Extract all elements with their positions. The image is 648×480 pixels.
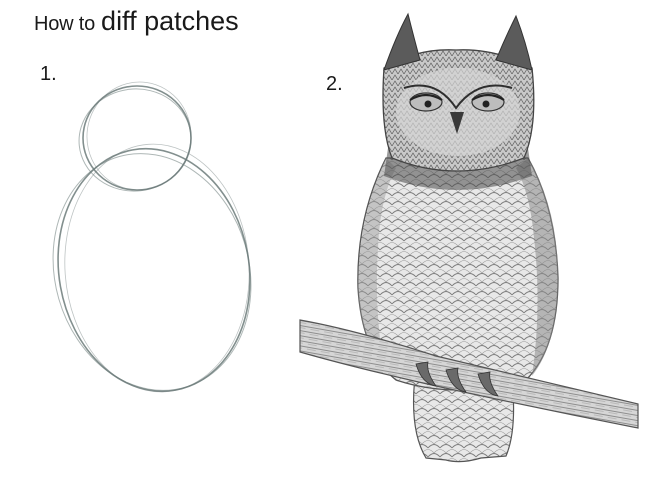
head-circle-stroke xyxy=(78,88,192,192)
owl-wing-right xyxy=(516,158,558,376)
head-circle-stroke xyxy=(86,81,192,191)
title-subject: diff patches xyxy=(101,6,239,36)
step-1-circles-sketch xyxy=(52,81,252,393)
owl-beak xyxy=(450,112,464,134)
body-oval-stroke xyxy=(52,153,252,391)
step-2-owl-illustration xyxy=(299,12,639,463)
owl-ear-tuft-left xyxy=(383,12,421,71)
owl-brow xyxy=(403,84,513,110)
owl-ear-tuft-right xyxy=(495,14,533,71)
branch xyxy=(299,319,639,429)
meme-title: How to diff patches xyxy=(34,8,239,35)
step-1-number: 1. xyxy=(40,63,57,85)
owl-eyes xyxy=(409,92,505,112)
title-prefix: How to xyxy=(34,13,96,35)
body-oval-stroke xyxy=(64,143,250,393)
owl-wing-left xyxy=(358,158,396,368)
body-oval-stroke xyxy=(57,147,251,393)
owl-talons xyxy=(415,361,499,397)
step-2-number: 2. xyxy=(326,73,343,95)
